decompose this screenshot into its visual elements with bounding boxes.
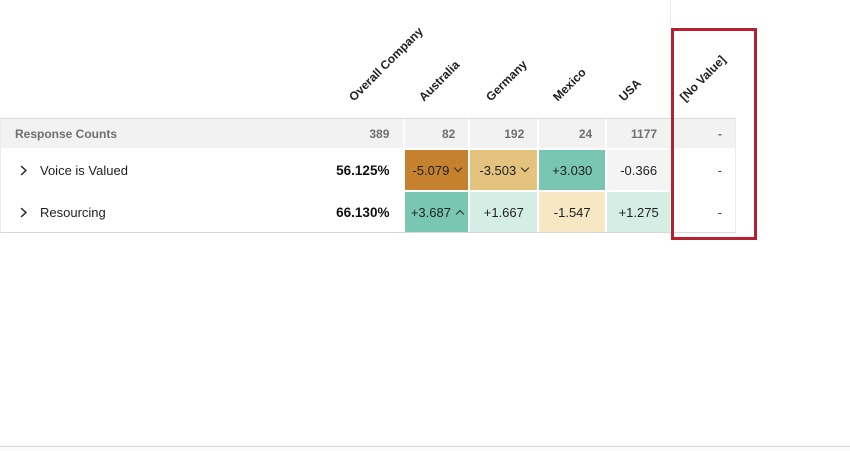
row-label: Resourcing (40, 204, 106, 220)
cell-value: - (717, 204, 722, 220)
cell-value: +1.667 (483, 204, 524, 220)
heatmap-cell-mexico: -1.547 (537, 192, 606, 232)
count-value: 24 (578, 126, 593, 141)
row-label-cell: Voice is Valued 56.125% (1, 150, 403, 190)
expand-chevron-icon[interactable] (17, 206, 29, 218)
column-header-label: [No Value] (677, 52, 729, 104)
count-cell-germany: 192 (468, 119, 537, 148)
overall-score: 56.125% (336, 162, 390, 178)
cell-value: +3.030 (552, 162, 593, 178)
row-label: Voice is Valued (40, 162, 128, 178)
heatmap-cell-germany: +1.667 (468, 192, 538, 232)
no-value-column-separator (670, 0, 671, 29)
count-cell-australia: 82 (403, 119, 468, 148)
heatmap-cell-australia: -5.079 (403, 150, 469, 190)
column-header-label: Mexico (550, 65, 589, 104)
heatmap-cell-usa: -0.366 (605, 150, 671, 190)
heatmap-cell-germany: -3.503 (468, 150, 538, 190)
cell-value: -0.366 (620, 162, 658, 178)
count-value: 1177 (631, 126, 658, 141)
response-counts-label-cell: Response Counts 389 (1, 119, 403, 148)
expand-chevron-icon[interactable] (17, 164, 29, 176)
heatmap-cell-australia: +3.687 (403, 192, 469, 232)
response-counts-label: Response Counts (15, 126, 118, 141)
overall-score: 66.130% (336, 204, 390, 220)
count-value: - (718, 126, 723, 141)
count-cell-usa: 1177 (605, 119, 670, 148)
heatmap-cell-no-value: - (670, 192, 735, 232)
overall-count: 389 (369, 126, 390, 141)
table-row-voice-is-valued[interactable]: Voice is Valued 56.125% -5.079 -3.503 +3… (1, 148, 735, 190)
column-header-label: Australia (416, 57, 463, 104)
heatmap-cell-usa: +1.275 (605, 192, 671, 232)
significance-down-icon (521, 163, 530, 173)
column-header-label: Germany (483, 57, 530, 104)
row-label-cell: Resourcing 66.130% (1, 192, 403, 232)
column-header-label: USA (616, 76, 644, 104)
significance-up-icon (455, 209, 465, 219)
heatmap-cell-mexico: +3.030 (537, 150, 606, 190)
count-value: 192 (504, 126, 525, 141)
heatmap-cell-no-value: - (670, 150, 735, 190)
count-value: 82 (441, 126, 456, 141)
response-counts-row: Response Counts 389 82 192 24 1177 - (1, 119, 735, 148)
count-cell-mexico: 24 (537, 119, 605, 148)
heatmap-table: Response Counts 389 82 192 24 1177 - Voi… (0, 118, 736, 233)
significance-down-icon (454, 163, 463, 173)
cell-value: - (717, 162, 722, 178)
cell-value: -1.547 (553, 204, 591, 220)
cell-value: +3.687 (410, 204, 451, 220)
cell-value: -3.503 (479, 162, 517, 178)
bottom-divider (0, 446, 850, 451)
cell-value: -5.079 (412, 162, 450, 178)
table-row-resourcing[interactable]: Resourcing 66.130% +3.687 +1.667 -1.547 … (1, 190, 735, 232)
column-header-label: Overall Company (346, 24, 426, 104)
cell-value: +1.275 (618, 204, 659, 220)
count-cell-no-value: - (670, 119, 735, 148)
